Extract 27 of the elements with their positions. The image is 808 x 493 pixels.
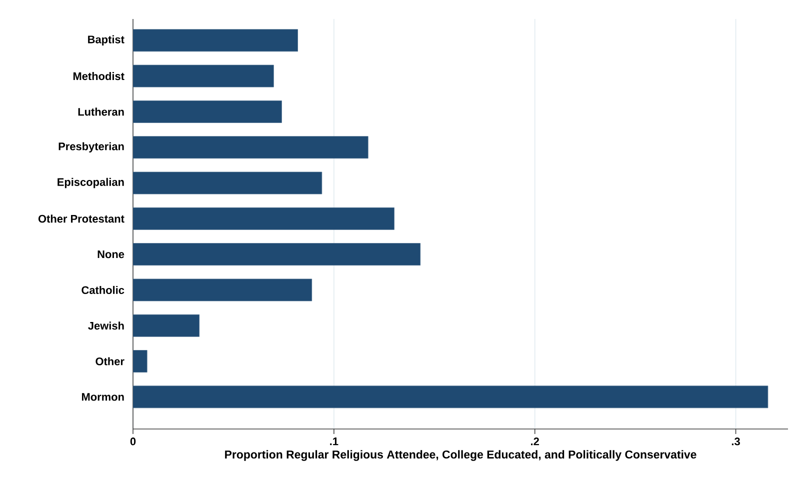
bar	[133, 386, 768, 408]
y-tick-label: Lutheran	[78, 108, 124, 116]
x-tick-label: .3	[732, 438, 740, 446]
y-tick-label: Baptist	[88, 35, 124, 46]
y-tick-label: Mormon	[82, 393, 124, 401]
y-tick-label: None	[98, 250, 124, 258]
bar	[133, 136, 368, 159]
y-tick-label: Episcopalian	[58, 178, 124, 188]
bar	[133, 278, 312, 302]
y-tick-label: Methodist	[73, 72, 124, 80]
bar	[133, 64, 274, 88]
bar	[133, 172, 322, 194]
y-tick-label: Other Protestant	[38, 214, 124, 223]
bar	[133, 350, 148, 372]
bar	[133, 29, 298, 52]
bar	[133, 100, 282, 123]
y-tick-label: Other	[96, 357, 124, 366]
y-tick-label: Jewish	[88, 322, 124, 330]
y-tick-label: Catholic	[82, 286, 124, 294]
bar	[133, 314, 200, 337]
x-tick-label: .2	[531, 438, 539, 446]
x-axis-title: Proportion Regular Religious Attendee, College Educated, and Politically Conservative	[225, 450, 696, 461]
bar	[133, 207, 394, 230]
x-tick-label: 0	[130, 438, 136, 446]
y-tick-label: Presbyterian	[58, 142, 124, 152]
x-tick-label: .1	[330, 438, 338, 446]
bar	[133, 243, 421, 266]
